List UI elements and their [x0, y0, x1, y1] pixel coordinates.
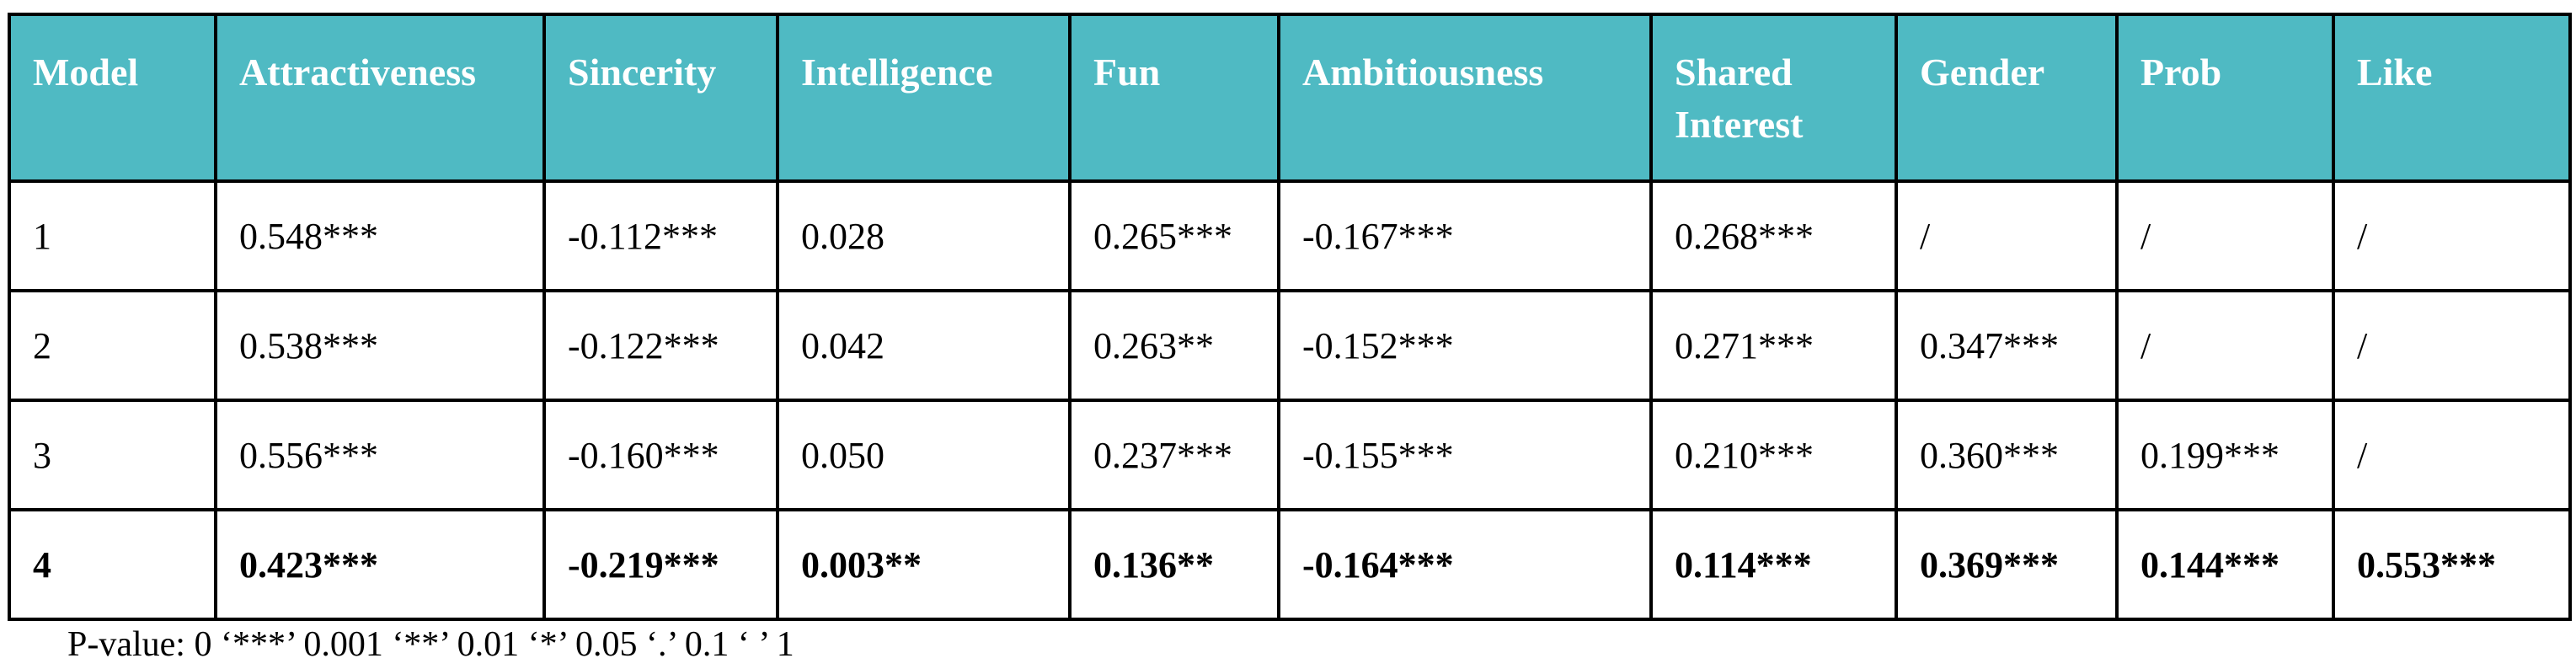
- cell-attractiveness: 0.556***: [214, 399, 546, 511]
- cell-sincerity: -0.219***: [542, 508, 779, 621]
- cell-prob: /: [2115, 179, 2335, 292]
- cell-sincerity: -0.160***: [542, 399, 779, 511]
- header-shared-interest: Shared Interest: [1649, 13, 1898, 183]
- header-attractiveness: Attractiveness: [214, 13, 546, 183]
- header-intelligence: Intelligence: [776, 13, 1072, 183]
- table-row: 2 0.538*** -0.122*** 0.042 0.263** -0.15…: [8, 289, 2572, 402]
- header-model: Model: [8, 13, 217, 183]
- cell-gender: 0.347***: [1895, 289, 2119, 402]
- header-sincerity: Sincerity: [542, 13, 779, 183]
- p-value-footnote: P-value: 0 ‘***’ 0.001 ‘**’ 0.01 ‘*’ 0.0…: [67, 625, 794, 664]
- header-gender: Gender: [1895, 13, 2119, 183]
- cell-gender: /: [1895, 179, 2119, 292]
- cell-attractiveness: 0.538***: [214, 289, 546, 402]
- cell-sincerity: -0.122***: [542, 289, 779, 402]
- table-row: 3 0.556*** -0.160*** 0.050 0.237*** -0.1…: [8, 399, 2572, 511]
- header-prob: Prob: [2115, 13, 2335, 183]
- cell-like: 0.553***: [2332, 508, 2572, 621]
- cell-shared-interest: 0.210***: [1649, 399, 1898, 511]
- table-row: 1 0.548*** -0.112*** 0.028 0.265*** -0.1…: [8, 179, 2572, 292]
- cell-model: 1: [8, 179, 217, 292]
- cell-like: /: [2332, 399, 2572, 511]
- header-fun: Fun: [1068, 13, 1280, 183]
- header-like: Like: [2332, 13, 2572, 183]
- cell-gender: 0.360***: [1895, 399, 2119, 511]
- header-row: Model Attractiveness Sincerity Intellige…: [8, 13, 2572, 183]
- cell-attractiveness: 0.423***: [214, 508, 546, 621]
- cell-intelligence: 0.042: [776, 289, 1072, 402]
- cell-intelligence: 0.003**: [776, 508, 1072, 621]
- cell-gender: 0.369***: [1895, 508, 2119, 621]
- cell-fun: 0.237***: [1068, 399, 1280, 511]
- cell-shared-interest: 0.271***: [1649, 289, 1898, 402]
- cell-like: /: [2332, 289, 2572, 402]
- cell-ambitiousness: -0.155***: [1277, 399, 1653, 511]
- cell-fun: 0.263**: [1068, 289, 1280, 402]
- cell-intelligence: 0.028: [776, 179, 1072, 292]
- header-ambitiousness: Ambitiousness: [1277, 13, 1653, 183]
- cell-prob: 0.144***: [2115, 508, 2335, 621]
- cell-fun: 0.136**: [1068, 508, 1280, 621]
- cell-model: 3: [8, 399, 217, 511]
- cell-intelligence: 0.050: [776, 399, 1072, 511]
- cell-prob: 0.199***: [2115, 399, 2335, 511]
- cell-prob: /: [2115, 289, 2335, 402]
- cell-model: 4: [8, 508, 217, 621]
- cell-like: /: [2332, 179, 2572, 292]
- cell-shared-interest: 0.268***: [1649, 179, 1898, 292]
- regression-results-table: Model Attractiveness Sincerity Intellige…: [8, 13, 2572, 621]
- cell-sincerity: -0.112***: [542, 179, 779, 292]
- cell-attractiveness: 0.548***: [214, 179, 546, 292]
- cell-ambitiousness: -0.167***: [1277, 179, 1653, 292]
- cell-fun: 0.265***: [1068, 179, 1280, 292]
- cell-ambitiousness: -0.164***: [1277, 508, 1653, 621]
- cell-ambitiousness: -0.152***: [1277, 289, 1653, 402]
- table-row-full-model: 4 0.423*** -0.219*** 0.003** 0.136** -0.…: [8, 508, 2572, 621]
- cell-model: 2: [8, 289, 217, 402]
- cell-shared-interest: 0.114***: [1649, 508, 1898, 621]
